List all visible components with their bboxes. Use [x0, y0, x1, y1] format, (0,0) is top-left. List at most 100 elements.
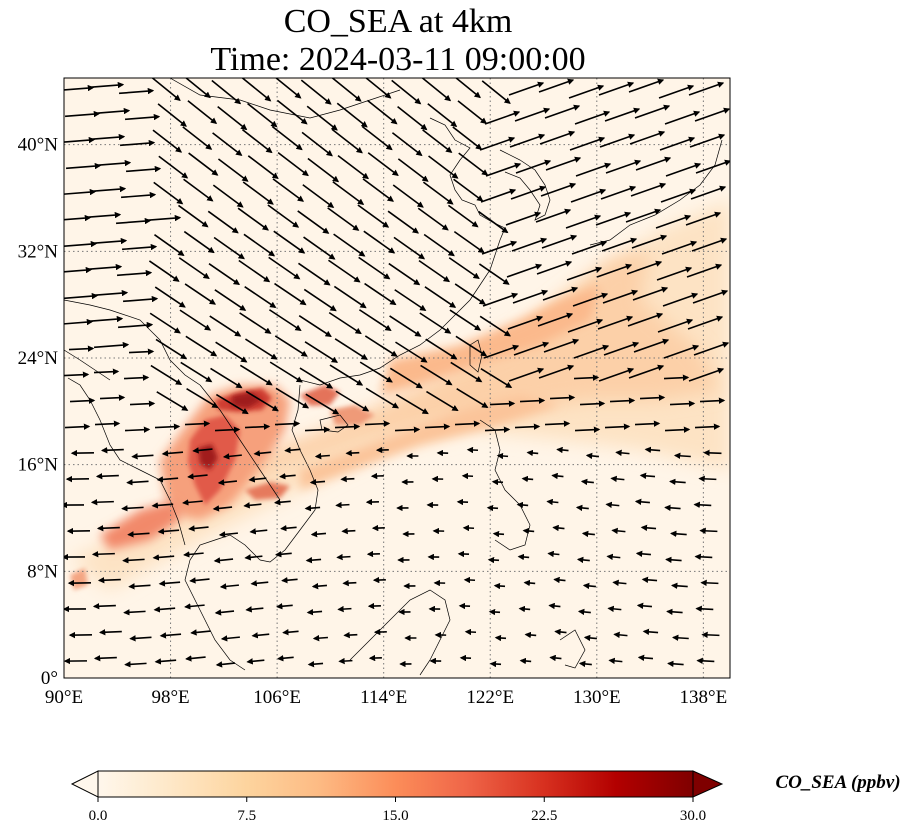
wind-arrow [605, 159, 642, 174]
wind-arrow [613, 631, 628, 639]
wind-arrow [97, 577, 121, 584]
wind-arrow [639, 472, 656, 480]
wind-arrow [182, 126, 213, 150]
wind-arrow [121, 243, 158, 251]
wind-arrow [90, 185, 127, 193]
wind-arrow [693, 341, 730, 356]
lon-tick-label: 122°E [466, 687, 514, 708]
lat-tick-label: 32°N [18, 241, 59, 262]
wind-arrow [513, 341, 550, 356]
wind-arrow [598, 81, 635, 96]
wind-arrow [417, 207, 449, 231]
lon-tick-label: 138°E [680, 687, 728, 708]
wind-arrow [64, 136, 96, 144]
wind-arrow [496, 452, 509, 460]
wind-arrow [514, 423, 541, 430]
wind-arrow [220, 635, 240, 642]
wind-arrow [479, 315, 511, 337]
wind-arrow [644, 446, 661, 454]
wind-arrow [485, 162, 522, 177]
gridlines [64, 78, 730, 678]
wind-arrow [215, 661, 236, 668]
wind-arrow [663, 344, 700, 359]
wind-arrow [656, 266, 693, 281]
wind-arrow [151, 502, 174, 509]
wind-arrow [209, 315, 242, 337]
wind-arrow [699, 397, 726, 404]
wind-arrow [541, 234, 578, 249]
wind-arrow [186, 387, 219, 409]
wind-arrow [65, 162, 102, 170]
wind-arrow [657, 318, 694, 333]
wind-arrow [637, 654, 654, 662]
wind-arrow [539, 130, 576, 145]
wind-arrow [243, 233, 276, 257]
wind-arrow [535, 208, 572, 223]
wind-arrow [303, 288, 337, 312]
coastline-taiwan [469, 339, 483, 373]
wind-arrow [514, 107, 551, 122]
wind-arrow [694, 553, 713, 561]
wind-arrow [91, 237, 128, 245]
wind-arrow [397, 105, 428, 131]
wind-arrow [188, 152, 219, 176]
wind-arrow [93, 341, 130, 349]
wind-arrow [605, 501, 620, 509]
wind-arrow [633, 338, 670, 353]
wind-arrow [610, 475, 625, 483]
wind-arrow [628, 364, 665, 379]
source-region-coast [300, 385, 340, 406]
wind-arrow [241, 78, 272, 102]
wind-arrow [549, 394, 576, 401]
wind-arrow [336, 553, 351, 561]
wind-arrow [183, 230, 215, 254]
wind-arrow [519, 397, 546, 404]
wind-arrow [511, 237, 548, 252]
wind-arrow [424, 286, 457, 308]
wind-arrow [457, 100, 488, 124]
wind-arrow [148, 260, 180, 282]
wind-arrow [214, 426, 241, 433]
wind-arrow [524, 631, 537, 639]
wind-arrow [342, 579, 357, 587]
wind-arrow [422, 181, 454, 205]
wind-arrow [569, 136, 606, 151]
wind-arrow [299, 367, 334, 389]
wind-arrow [685, 211, 722, 226]
wind-arrow [152, 129, 183, 153]
wind-arrow [190, 629, 211, 636]
wind-arrow [695, 159, 730, 174]
wind-arrow [280, 525, 297, 532]
wind-arrow [480, 367, 513, 389]
wind-arrow [357, 204, 390, 228]
wind-arrow [688, 367, 725, 382]
lat-tick-label: 40°N [18, 135, 59, 156]
wind-arrow [523, 579, 536, 587]
wind-arrow [207, 210, 239, 234]
wind-arrow [545, 156, 582, 171]
wind-arrow [576, 556, 590, 564]
wind-arrow [363, 230, 396, 254]
wind-arrow [508, 81, 545, 96]
wind-arrow [149, 312, 181, 334]
wind-arrow [284, 447, 301, 454]
wind-arrow [664, 504, 681, 512]
wind-arrow [333, 285, 367, 309]
wind-arrow [464, 628, 477, 636]
wind-arrow [665, 556, 682, 564]
wind-arrow [537, 312, 574, 327]
wind-arrow [689, 133, 726, 148]
wind-arrow [87, 315, 124, 323]
wind-arrow [304, 341, 339, 363]
wind-arrow [612, 579, 627, 587]
wind-arrow [192, 447, 213, 454]
wind-arrow [123, 374, 150, 381]
wind-arrow [634, 498, 650, 506]
wind-arrow [129, 635, 152, 642]
wind-arrow [634, 420, 661, 427]
wind-arrow [271, 125, 303, 151]
wind-arrow [156, 391, 189, 411]
wind-arrow [626, 260, 663, 275]
wind-arrow [212, 132, 243, 156]
wind-arrow [507, 315, 544, 330]
